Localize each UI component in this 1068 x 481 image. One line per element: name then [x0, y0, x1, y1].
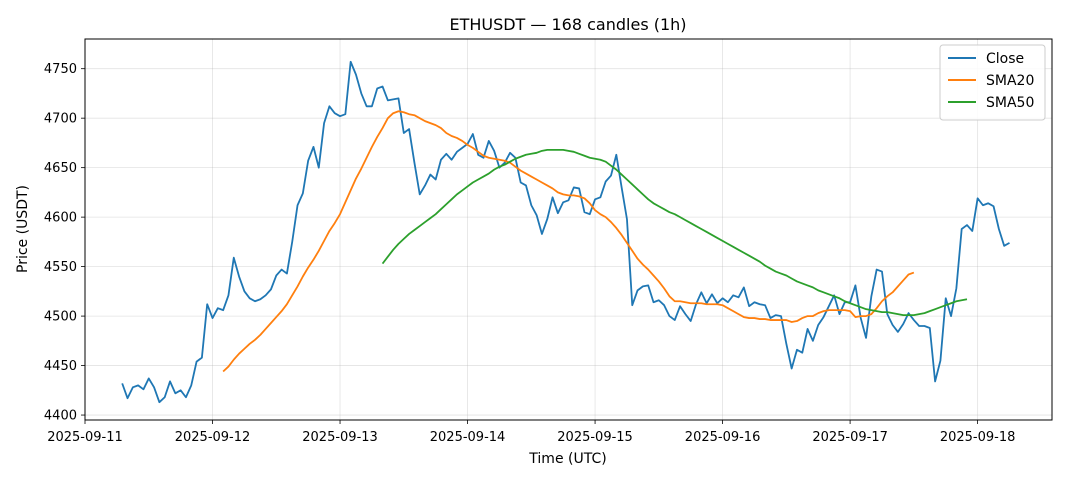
y-axis-label: Price (USDT) — [15, 185, 31, 273]
legend-label: SMA20 — [986, 73, 1034, 89]
y-tick-label: 4750 — [44, 62, 77, 77]
series-line-close — [121, 60, 1010, 404]
plot-frame — [84, 38, 1053, 421]
y-axis-ticks: 4400 4450 4500 4550 4600 4650 4700 4750 — [44, 62, 85, 424]
legend: Close SMA20 SMA50 — [939, 44, 1046, 121]
x-tick-label: 2025-09-17 — [812, 430, 888, 445]
y-tick-label: 4600 — [44, 211, 77, 226]
y-tick-label: 4400 — [44, 409, 77, 424]
y-tick-label: 4500 — [44, 310, 77, 325]
chart-title: ETHUSDT — 168 candles (1h) — [449, 15, 686, 34]
x-axis-label: Time (UTC) — [528, 451, 606, 467]
legend-label: SMA50 — [986, 95, 1034, 111]
x-axis-ticks: 2025-09-11 2025-09-12 2025-09-13 2025-09-14… — [47, 420, 1015, 445]
y-tick-label: 4550 — [44, 260, 77, 275]
y-tick-label: 4650 — [44, 161, 77, 176]
x-tick-label: 2025-09-15 — [557, 430, 633, 445]
series-lines — [121, 60, 1010, 404]
legend-label: Close — [986, 51, 1024, 67]
y-tick-label: 4450 — [44, 359, 77, 374]
x-tick-label: 2025-09-16 — [685, 430, 761, 445]
series-line-sma50 — [381, 148, 968, 317]
x-tick-label: 2025-09-12 — [175, 430, 251, 445]
x-tick-label: 2025-09-11 — [47, 430, 123, 445]
x-tick-label: 2025-09-13 — [302, 430, 378, 445]
grid — [84, 39, 1052, 420]
y-tick-label: 4700 — [44, 112, 77, 127]
x-tick-label: 2025-09-18 — [940, 430, 1016, 445]
series-line-sma20 — [222, 110, 915, 373]
x-tick-label: 2025-09-14 — [430, 430, 506, 445]
